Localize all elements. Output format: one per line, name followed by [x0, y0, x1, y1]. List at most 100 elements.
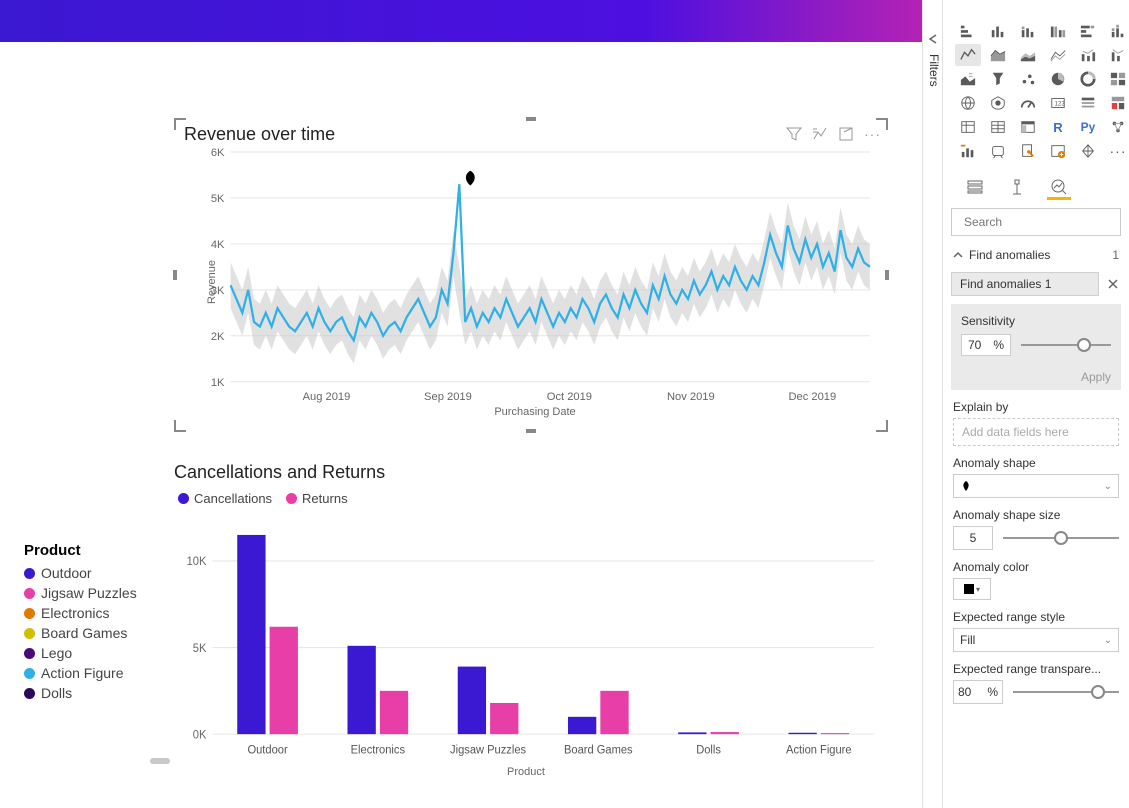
apply-button[interactable]: Apply — [961, 370, 1111, 384]
bar-legend: Cancellations Returns — [172, 485, 886, 510]
slicer-item[interactable]: Outdoor — [24, 565, 164, 581]
viz-type-treemap[interactable] — [1105, 68, 1129, 90]
viz-type-stacked-bar-100[interactable] — [1075, 20, 1101, 42]
anomaly-color-picker[interactable]: ▾ — [953, 578, 991, 600]
viz-type-table[interactable] — [985, 116, 1011, 138]
range-style-label: Expected range style — [953, 610, 1119, 624]
viz-type-map[interactable] — [955, 92, 981, 114]
remove-instance-button[interactable] — [1105, 276, 1121, 292]
viz-type-ribbon[interactable] — [955, 68, 981, 90]
slicer-item[interactable]: Action Figure — [24, 665, 164, 681]
viz-type-stacked-column[interactable] — [1015, 20, 1041, 42]
range-transparency-input[interactable]: 80% — [953, 680, 1003, 704]
resize-handle[interactable] — [526, 429, 536, 433]
svg-text:Oct 2019: Oct 2019 — [547, 391, 592, 403]
chevron-down-icon: ⌄ — [1104, 635, 1112, 646]
viz-type-area[interactable] — [985, 44, 1011, 66]
viz-type-slicer[interactable] — [955, 116, 981, 138]
viz-type-stacked-area[interactable] — [1015, 44, 1041, 66]
legend-item[interactable]: Returns — [286, 491, 348, 506]
search-box[interactable] — [951, 208, 1121, 236]
shape-size-slider[interactable] — [1003, 528, 1119, 548]
legend-item[interactable]: Cancellations — [178, 491, 272, 506]
viz-type-scatter[interactable] — [1015, 68, 1041, 90]
resize-handle[interactable] — [173, 270, 177, 280]
shape-size-input[interactable]: 5 — [953, 526, 993, 550]
viz-type-paginated[interactable] — [1045, 140, 1071, 162]
anomaly-shape-select[interactable]: ⌄ — [953, 474, 1119, 498]
search-input[interactable] — [964, 215, 1119, 229]
resize-handle[interactable] — [174, 118, 186, 130]
range-transparency-slider[interactable] — [1013, 682, 1119, 702]
viz-type-py-visual[interactable]: Py — [1075, 116, 1101, 138]
spotlight-icon[interactable] — [812, 126, 828, 142]
slicer-item-label: Lego — [41, 645, 72, 661]
anomaly-color-label: Anomaly color — [953, 560, 1119, 574]
viz-type-line-multi[interactable] — [1045, 44, 1071, 66]
slicer-item[interactable]: Dolls — [24, 685, 164, 701]
anomaly-instance-chip[interactable]: Find anomalies 1 — [951, 272, 1099, 296]
viz-type-gauge[interactable] — [1015, 92, 1041, 114]
slicer-item[interactable]: Jigsaw Puzzles — [24, 585, 164, 601]
filter-icon[interactable] — [786, 126, 802, 142]
viz-type-filled-map[interactable] — [985, 92, 1011, 114]
viz-type-key-influencers[interactable] — [1105, 116, 1129, 138]
resize-handle[interactable] — [526, 117, 536, 121]
viz-type-line[interactable] — [955, 44, 981, 66]
viz-type-donut[interactable] — [1075, 68, 1101, 90]
format-tabs — [943, 168, 1129, 200]
viz-type-more[interactable]: ··· — [1105, 140, 1129, 162]
focus-mode-icon[interactable] — [838, 126, 854, 142]
viz-type-power-apps[interactable] — [1075, 140, 1101, 162]
viz-type-pie[interactable] — [1045, 68, 1071, 90]
viz-type-narrative[interactable] — [1015, 140, 1041, 162]
viz-type-stacked-bar-h[interactable] — [955, 20, 981, 42]
tab-analytics[interactable] — [1047, 174, 1071, 200]
slicer-item-label: Action Figure — [41, 665, 123, 681]
sensitivity-slider[interactable] — [1021, 335, 1111, 355]
accordion-count: 1 — [1112, 248, 1119, 262]
slicer-item[interactable]: Lego — [24, 645, 164, 661]
viz-type-clustered-column-2[interactable] — [1045, 20, 1071, 42]
viz-type-funnel[interactable] — [985, 68, 1011, 90]
slicer-item[interactable]: Board Games — [24, 625, 164, 641]
resize-handle[interactable] — [876, 420, 888, 432]
svg-text:Nov 2019: Nov 2019 — [667, 391, 715, 403]
legend-dot — [24, 648, 35, 659]
filters-pane-collapsed[interactable]: Filters — [922, 0, 942, 808]
svg-text:123: 123 — [1054, 101, 1065, 108]
viz-type-kpi[interactable] — [1105, 92, 1129, 114]
revenue-chart-card[interactable]: Revenue over time ··· Revenue Purchasing… — [176, 120, 886, 430]
viz-type-decomposition-tree[interactable] — [955, 140, 981, 162]
viz-type-line-stacked-column[interactable] — [1105, 44, 1129, 66]
slicer-item-label: Electronics — [41, 605, 109, 621]
slicer-item-label: Outdoor — [41, 565, 92, 581]
tab-fields[interactable] — [963, 174, 987, 200]
viz-type-grid: 123 RPy··· — [943, 0, 1129, 168]
svg-text:Dec 2019: Dec 2019 — [788, 391, 836, 403]
resize-handle[interactable] — [174, 420, 186, 432]
explain-by-dropzone[interactable]: Add data fields here — [953, 418, 1119, 446]
viz-type-card[interactable]: 123 — [1045, 92, 1071, 114]
slicer-item-label: Board Games — [41, 625, 127, 641]
legend-dot — [24, 668, 35, 679]
find-anomalies-accordion[interactable]: Find anomalies 1 — [943, 242, 1129, 268]
scrollbar-thumb[interactable] — [150, 758, 170, 764]
svg-text:Aug 2019: Aug 2019 — [303, 391, 351, 403]
viz-type-multi-row-card[interactable] — [1075, 92, 1101, 114]
viz-type-r-visual[interactable]: R — [1045, 116, 1071, 138]
viz-type-stacked-column-100[interactable] — [1105, 20, 1129, 42]
range-style-select[interactable]: Fill ⌄ — [953, 628, 1119, 652]
viz-type-qna[interactable] — [985, 140, 1011, 162]
svg-text:4K: 4K — [211, 239, 225, 251]
bar-chart-card[interactable]: Cancellations and Returns CancellationsR… — [172, 458, 886, 788]
viz-type-matrix[interactable] — [1015, 116, 1041, 138]
tab-format[interactable] — [1005, 174, 1029, 200]
viz-type-clustered-column[interactable] — [985, 20, 1011, 42]
report-canvas[interactable]: Product OutdoorJigsaw PuzzlesElectronics… — [0, 42, 922, 808]
slicer-item[interactable]: Electronics — [24, 605, 164, 621]
resize-handle[interactable] — [885, 270, 889, 280]
viz-type-line-clustered-column[interactable] — [1075, 44, 1101, 66]
sensitivity-value[interactable]: 70% — [961, 334, 1011, 356]
more-options-icon[interactable]: ··· — [864, 126, 880, 142]
